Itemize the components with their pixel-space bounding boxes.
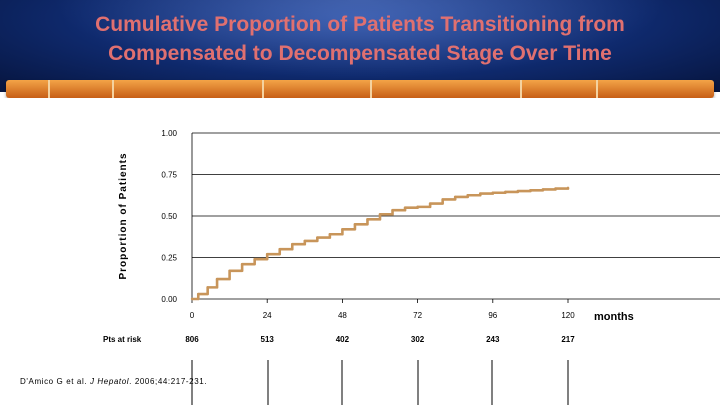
data-point <box>197 292 200 296</box>
tick-labels: 0.00 0.25 0.50 0.75 1.00 0 24 48 72 96 120 <box>161 129 575 320</box>
y-tick-label: 0.25 <box>161 254 177 263</box>
at-risk-label: Pts at risk <box>103 335 142 344</box>
data-point <box>190 297 194 301</box>
data-point <box>566 186 570 189</box>
data-point <box>291 243 294 246</box>
data-point <box>353 223 357 226</box>
slide-title-line-1: Cumulative Proportion of Patients Transi… <box>95 13 625 36</box>
data-point <box>416 205 419 209</box>
data-point <box>491 191 494 194</box>
x-tick-label: 48 <box>338 311 347 320</box>
y-tick-label: 0.50 <box>161 212 177 221</box>
x-tick-label: 96 <box>488 311 497 320</box>
data-point <box>240 262 244 266</box>
at-risk-value: 243 <box>486 335 500 344</box>
at-risk-value: 302 <box>411 335 425 344</box>
data-point <box>541 188 545 191</box>
data-point <box>378 213 382 216</box>
citation: D'Amico G et al. J Hepatol. 2006;44:217-… <box>20 377 207 386</box>
at-risk-value: 806 <box>185 335 199 344</box>
data-point <box>479 192 482 195</box>
axes <box>191 133 569 303</box>
data-point <box>328 233 332 236</box>
citation-details: . 2006;44:217-231. <box>129 377 208 386</box>
data-point <box>366 218 369 221</box>
citation-authors: D'Amico G et al. <box>20 377 90 386</box>
y-tick-label: 1.00 <box>161 129 177 138</box>
data-point <box>228 269 231 272</box>
rail-notch <box>596 80 598 100</box>
y-tick-label: 0.00 <box>161 295 177 304</box>
x-tick-label: 24 <box>263 311 272 320</box>
x-axis-label: months <box>594 311 634 323</box>
content-background <box>0 98 720 408</box>
data-point <box>391 208 394 212</box>
data-point <box>278 248 281 251</box>
data-point <box>215 277 219 281</box>
slide-title: Cumulative Proportion of Patients Transi… <box>0 10 720 68</box>
rail-notch <box>112 80 114 100</box>
data-point <box>554 187 557 190</box>
x-tick-label: 0 <box>190 311 195 320</box>
at-risk-value: 402 <box>336 335 350 344</box>
data-point <box>454 195 457 199</box>
data-point <box>253 257 256 261</box>
title-banner <box>0 0 720 92</box>
rail-notch <box>48 80 50 100</box>
at-risk-value: 217 <box>561 335 575 344</box>
data-point <box>303 239 306 243</box>
rail-notch <box>262 80 264 100</box>
data-point <box>529 189 532 192</box>
vertical-rules <box>191 360 569 405</box>
data-point <box>316 236 319 239</box>
data-point <box>504 190 507 194</box>
y-tick-label: 0.75 <box>161 171 177 180</box>
data-point <box>206 286 209 289</box>
data-point <box>341 228 344 231</box>
x-tick-label: 72 <box>413 311 422 320</box>
data-point <box>441 198 444 201</box>
data-point <box>266 252 269 256</box>
y-axis-label: Proportion of Patients <box>118 153 129 280</box>
data-point <box>403 206 407 209</box>
citation-journal: J Hepatol <box>89 377 130 386</box>
series-line <box>192 187 570 301</box>
decorative-rail <box>6 80 714 98</box>
slide-title-line-2: Compensated to Decompensated Stage Over … <box>108 42 612 65</box>
x-tick-label: 120 <box>561 311 575 320</box>
rail-notch <box>370 80 372 100</box>
at-risk-values: 806 513 402 302 243 217 <box>185 335 575 344</box>
at-risk-value: 513 <box>261 335 275 344</box>
series <box>190 186 570 301</box>
grid-lines <box>192 132 720 300</box>
title-banner-glow <box>0 0 720 92</box>
data-point <box>516 189 520 193</box>
data-point <box>428 202 432 205</box>
rail-notch <box>520 80 522 100</box>
data-point <box>466 194 469 197</box>
